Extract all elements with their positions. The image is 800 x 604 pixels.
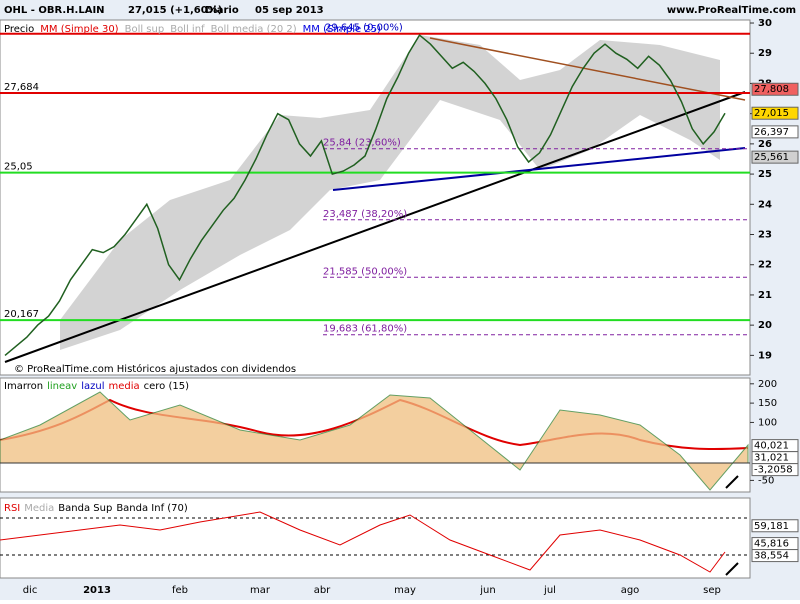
y-tick-label: 200 [758, 379, 777, 390]
value-label: 40,021 [754, 441, 789, 452]
y-tick-label: 26 [758, 139, 772, 150]
trend-line [4, 91, 746, 363]
y-tick-label: 21 [758, 290, 772, 301]
value-box [751, 82, 799, 96]
panel-title: RSI [4, 503, 20, 514]
y-tick-label: 29 [758, 48, 772, 59]
trend-line [429, 37, 746, 101]
y-tick-label: 19 [758, 350, 772, 361]
panel-title: Imarron [4, 381, 43, 392]
y-tick-label: -50 [758, 475, 774, 486]
panel-title: Banda Sup [58, 503, 112, 514]
y-tick-label: 24 [758, 199, 772, 210]
value-label: 26,397 [754, 127, 789, 138]
value-label: -3,2058 [754, 465, 793, 476]
x-label: feb [172, 585, 188, 596]
arrows [725, 475, 739, 576]
site: www.ProRealTime.com [667, 5, 796, 16]
value-label: 25,561 [754, 152, 789, 163]
panel-title: lazul [81, 381, 104, 392]
panel-title: lineav [47, 381, 77, 392]
quote: 27,015 (+1,60%) [128, 5, 222, 16]
footer: © ProRealTime.com Históricos ajustados c… [14, 363, 296, 375]
y-tick-label: 150 [758, 398, 777, 409]
rsi-bands [0, 517, 750, 556]
x-label: ago [621, 585, 640, 596]
panel-title: Media [24, 503, 54, 514]
x-label: mar [250, 585, 271, 596]
y-tick-label: 25 [758, 169, 772, 180]
rsi-line [0, 511, 726, 573]
legend-entry: Boll inf [170, 24, 205, 35]
value-label: 27,808 [754, 84, 789, 95]
x-label: sep [703, 585, 721, 596]
level-label: 25,05 [4, 162, 33, 173]
level-label: 29,645 (0,00%) [325, 23, 403, 34]
value-box [751, 106, 799, 120]
osc-area [0, 391, 749, 491]
legend-entry: Precio [4, 24, 34, 35]
panel-title: Banda Inf (70) [116, 503, 188, 514]
value-box [751, 463, 799, 477]
value-label: 27,015 [754, 108, 789, 119]
rsi-panel [0, 497, 751, 579]
panel-title: cero (15) [144, 381, 189, 392]
panel-title: media [108, 381, 139, 392]
legend-entry: Boll sup [125, 24, 165, 35]
legend-entry: MM (Simple 30) [40, 24, 118, 35]
value-label: 31,021 [754, 453, 789, 464]
x-label: jun [479, 585, 495, 596]
value-label: 59,181 [754, 521, 789, 532]
value-label: 45,816 [754, 539, 789, 550]
value-box [751, 125, 799, 139]
y-tick-label: 100 [758, 417, 777, 428]
level-label: 20,167 [4, 309, 39, 320]
fib-label: 19,683 (61,80%) [323, 324, 407, 335]
fib-label: 25,84 (23,60%) [323, 138, 401, 149]
date: 05 sep 2013 [255, 5, 324, 16]
x-label: dic [23, 585, 38, 596]
legend-entry: Boll media (20 2) [211, 24, 297, 35]
x-label: jul [543, 585, 556, 596]
y-tick-label: 20 [758, 320, 772, 331]
x-label: abr [314, 585, 331, 596]
symbol: OHL - OBR.H.LAIN [4, 5, 105, 16]
period: Diario [205, 5, 239, 16]
fib-label: 21,585 (50,00%) [323, 266, 407, 277]
level-label: 27,684 [4, 82, 39, 93]
y-tick-label: 23 [758, 230, 772, 241]
trend-line [332, 147, 746, 191]
legend-entry: MM (Simple 25) [303, 24, 381, 35]
y-tick-label: 30 [758, 18, 772, 29]
fib-label: 23,487 (38,20%) [323, 209, 407, 220]
bollinger-band [60, 35, 720, 350]
value-box [751, 549, 799, 563]
x-label: 2013 [83, 585, 111, 596]
value-box [751, 519, 799, 533]
x-label: may [394, 585, 416, 596]
value-label: 38,554 [754, 551, 789, 562]
value-box [751, 150, 799, 164]
price-line [4, 33, 726, 356]
y-tick-label: 22 [758, 260, 772, 271]
